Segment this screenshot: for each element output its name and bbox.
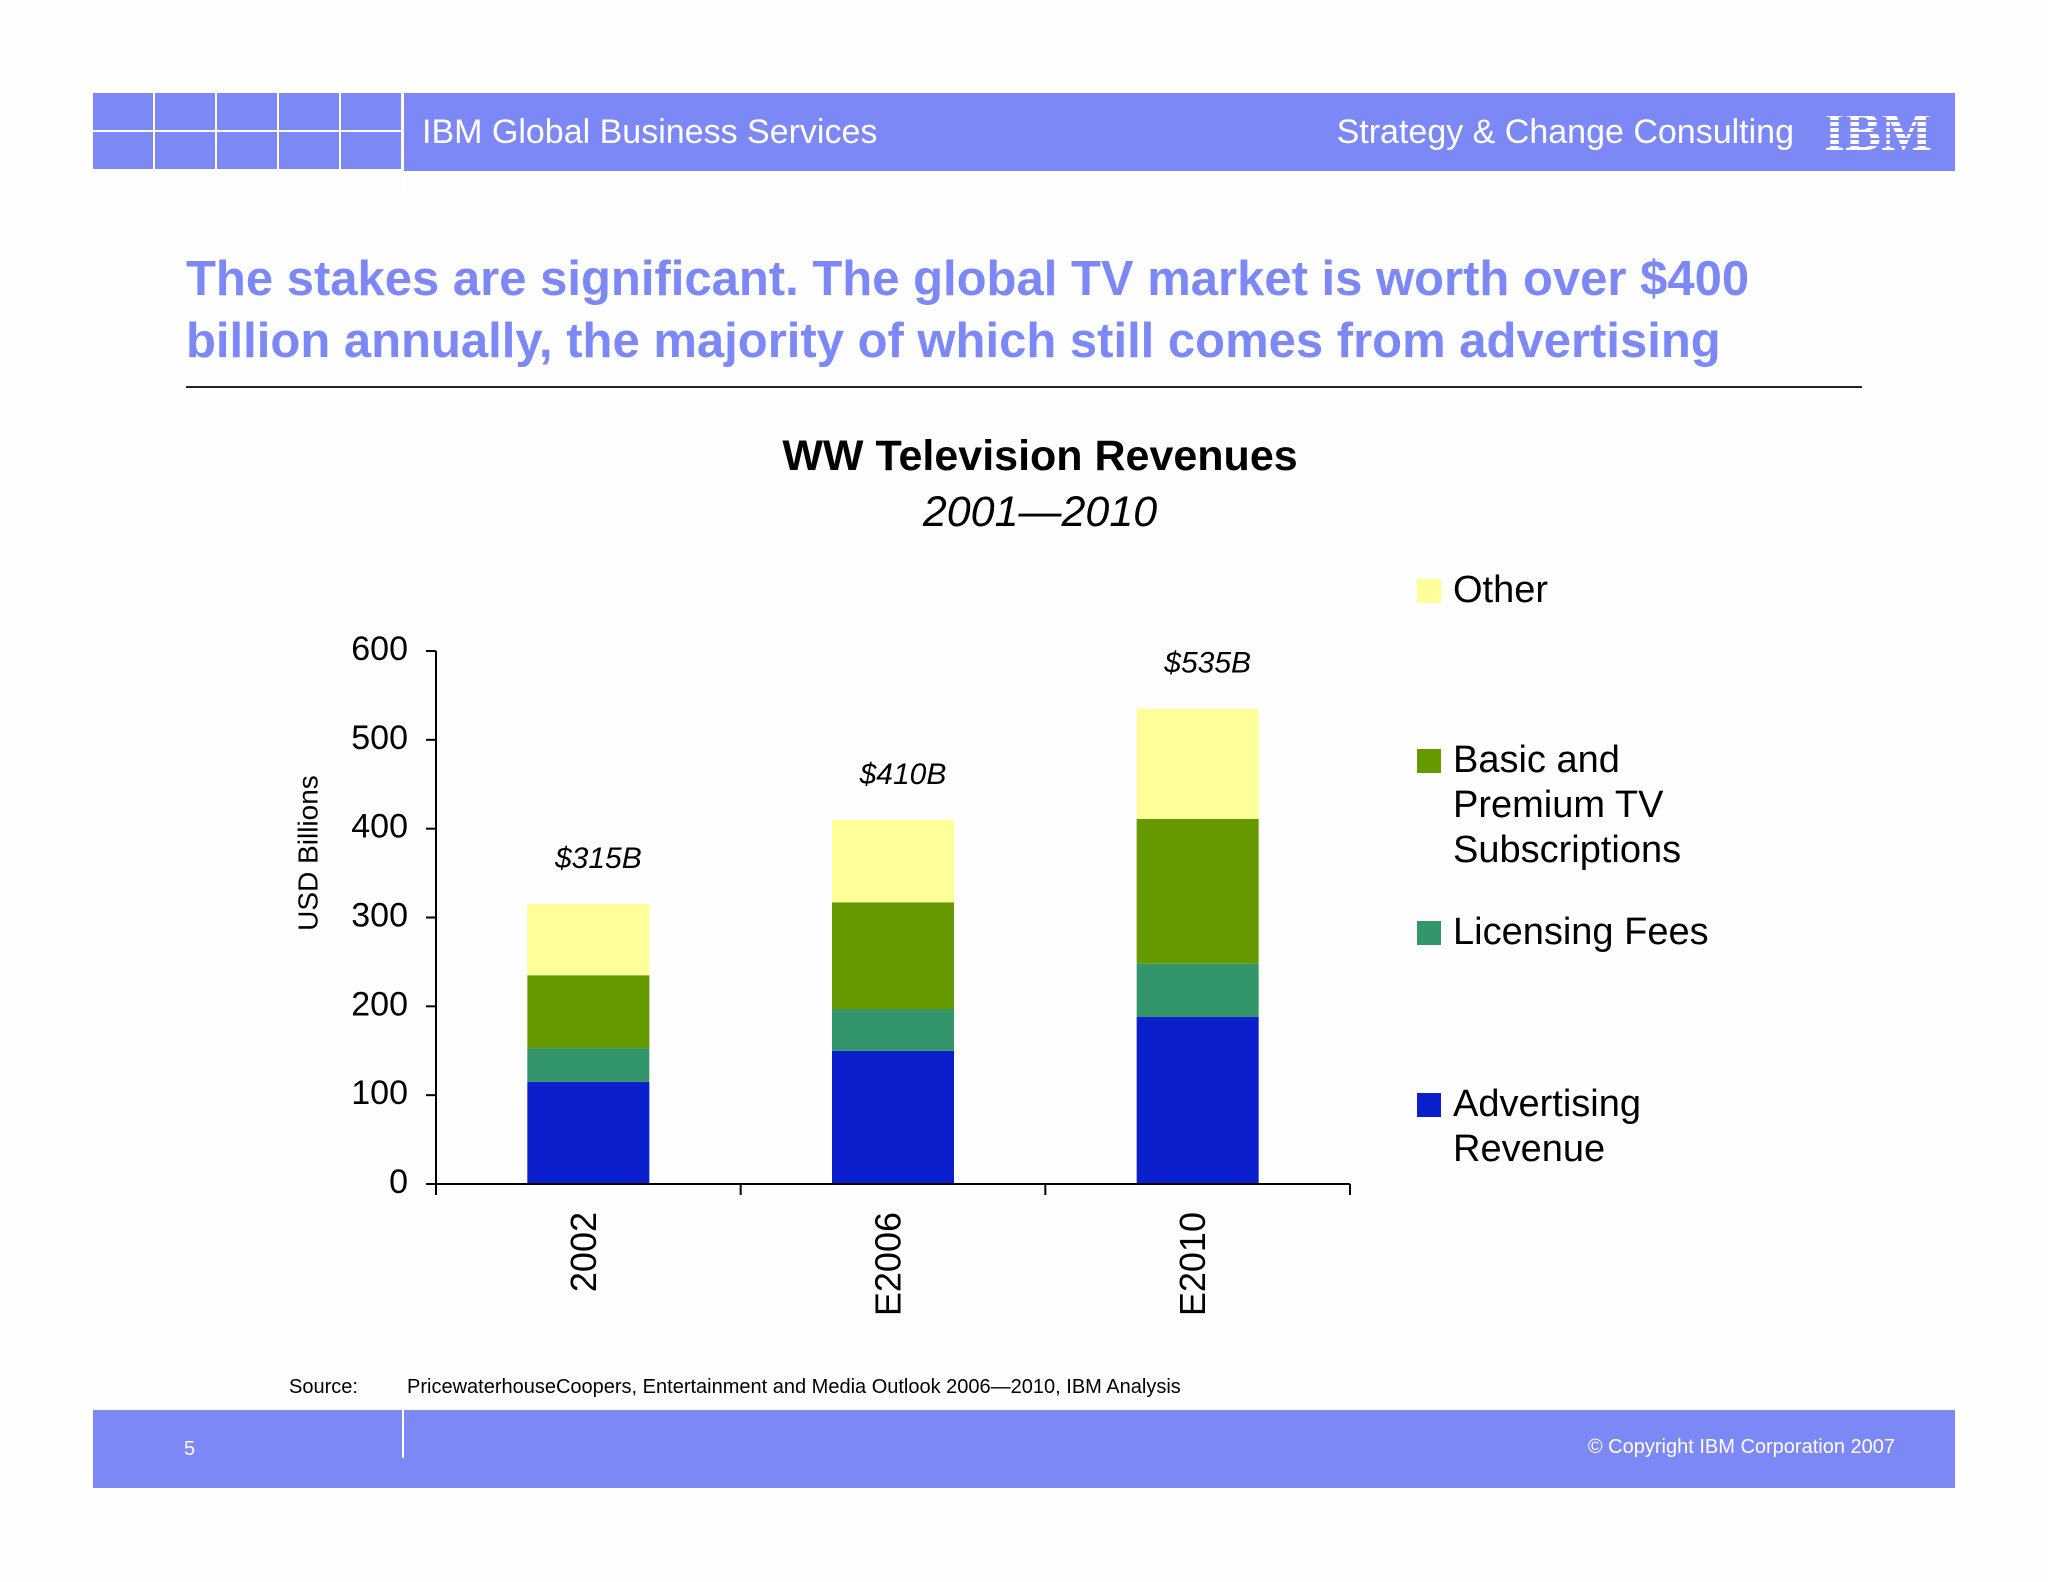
bar-segment bbox=[527, 975, 650, 1049]
headline-rule bbox=[186, 386, 1862, 388]
chart-title: WW Television Revenues bbox=[782, 432, 1298, 480]
header-grid-cell bbox=[217, 93, 279, 132]
header-grid-cell bbox=[279, 132, 341, 171]
bar-segment bbox=[1136, 1016, 1259, 1184]
bar-segment bbox=[832, 819, 954, 903]
slide-headline: The stakes are significant. The global T… bbox=[186, 252, 1750, 368]
header-grid-cell bbox=[155, 93, 217, 132]
bar-total-label: $315B bbox=[554, 842, 642, 875]
y-tick-label: 100 bbox=[351, 1074, 408, 1112]
y-tick-label: 400 bbox=[351, 808, 408, 846]
y-tick-label: 0 bbox=[389, 1163, 408, 1201]
header-grid-cell bbox=[279, 93, 341, 132]
bar-segment bbox=[832, 1050, 954, 1184]
legend-label: Other bbox=[1453, 569, 1549, 611]
legend-label: Advertising Revenue bbox=[1453, 1083, 1641, 1170]
header-grid-cell bbox=[93, 132, 155, 171]
legend-label: Licensing Fees bbox=[1453, 911, 1709, 953]
bar-segment bbox=[1136, 963, 1259, 1017]
bar-segment bbox=[527, 1081, 650, 1184]
chart-subtitle: 2001—2010 bbox=[922, 488, 1158, 536]
footer-divider bbox=[402, 1410, 404, 1458]
y-axis-label: USD Billions bbox=[292, 775, 323, 931]
legend-swatch bbox=[1417, 579, 1441, 603]
legend-swatch bbox=[1417, 1093, 1441, 1117]
ibm-logo: IBM bbox=[1824, 104, 1932, 156]
y-tick-label: 300 bbox=[351, 896, 408, 934]
x-tick-label: E2010 bbox=[1172, 1212, 1213, 1316]
bar-total-label: $535B bbox=[1163, 647, 1251, 680]
bar-segment bbox=[832, 1008, 954, 1051]
y-tick-label: 500 bbox=[351, 719, 408, 757]
header-practice-name: Strategy & Change Consulting bbox=[1336, 113, 1794, 151]
page-number: 5 bbox=[184, 1438, 196, 1460]
y-tick-label: 600 bbox=[351, 630, 408, 668]
x-tick-label: 2002 bbox=[563, 1212, 604, 1292]
svg-text:IBM: IBM bbox=[1824, 104, 1932, 156]
bar-segment bbox=[832, 902, 954, 1009]
source-label: Source: bbox=[289, 1376, 358, 1398]
bar-total-label: $410B bbox=[859, 758, 947, 791]
legend-swatch bbox=[1417, 921, 1441, 945]
header-grid-cell bbox=[93, 93, 155, 132]
header-grid-cell bbox=[155, 132, 217, 171]
legend-label: Basic and Premium TV Subscriptions bbox=[1453, 739, 1682, 871]
bar-segment bbox=[527, 1048, 650, 1082]
legend-swatch bbox=[1417, 749, 1441, 773]
bar-segment bbox=[1136, 708, 1259, 819]
x-tick-label: E2006 bbox=[868, 1212, 909, 1316]
source-text: PricewaterhouseCoopers, Entertainment an… bbox=[407, 1376, 1181, 1398]
header-grid-cell bbox=[217, 132, 279, 171]
header-business-unit: IBM Global Business Services bbox=[422, 113, 878, 151]
bar-segment bbox=[527, 904, 650, 976]
bar-segment bbox=[1136, 818, 1259, 964]
header-divider bbox=[402, 93, 404, 197]
y-tick-label: 200 bbox=[351, 985, 408, 1023]
copyright-notice: © Copyright IBM Corporation 2007 bbox=[1587, 1436, 1895, 1458]
